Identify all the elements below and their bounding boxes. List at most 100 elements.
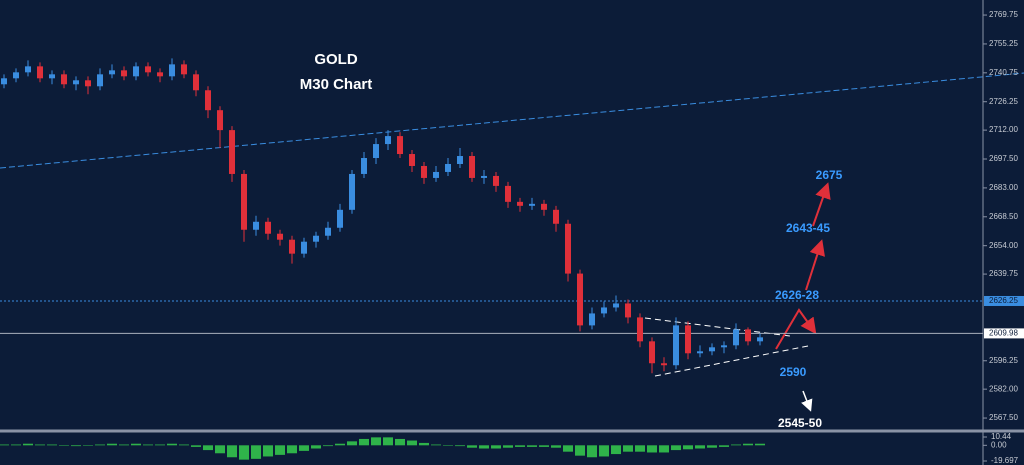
candle-body xyxy=(25,66,31,73)
histogram-bar xyxy=(443,445,453,446)
histogram-bar xyxy=(59,445,69,446)
histogram-bar xyxy=(575,445,585,456)
candle-body xyxy=(517,201,523,206)
candle-body xyxy=(109,70,115,75)
histogram-bar xyxy=(47,444,57,446)
candle-body xyxy=(493,175,499,186)
candle-body xyxy=(49,74,55,79)
histogram-bar xyxy=(71,445,81,447)
candle-body xyxy=(13,72,19,79)
histogram-bar xyxy=(395,438,405,446)
histogram-bar xyxy=(491,445,501,449)
candle-body xyxy=(685,325,691,354)
price-label: 2609.98 xyxy=(989,329,1018,338)
annotation: 2545-50 xyxy=(778,416,822,430)
candle-body xyxy=(37,66,43,79)
y-tick-label: 2697.50 xyxy=(989,154,1018,163)
histogram-bar xyxy=(455,445,465,447)
histogram-bar xyxy=(131,443,141,446)
histogram-bar xyxy=(143,444,153,446)
candle-body xyxy=(337,209,343,228)
histogram-bar xyxy=(683,445,693,450)
histogram-bar xyxy=(275,445,285,455)
chart-title: GOLD xyxy=(314,51,357,68)
candle-body xyxy=(301,241,307,254)
candle-body xyxy=(589,313,595,326)
candle-body xyxy=(397,136,403,155)
histogram-bar xyxy=(239,445,249,460)
y-tick-label: 2712.00 xyxy=(989,125,1018,134)
candle-body xyxy=(433,171,439,178)
annotation: 2675 xyxy=(816,168,843,182)
histogram-bar xyxy=(587,445,597,458)
histogram-bar xyxy=(155,444,165,446)
candle-body xyxy=(457,156,463,164)
arrow xyxy=(812,182,831,227)
candle-body xyxy=(469,156,475,178)
histogram-bar xyxy=(311,445,321,449)
candle-body xyxy=(661,363,667,366)
candle-body xyxy=(97,74,103,87)
candle-body xyxy=(529,203,535,206)
histogram-bar xyxy=(83,445,93,446)
histogram-bar xyxy=(335,443,345,446)
histogram-bar xyxy=(263,445,273,457)
histogram-bar xyxy=(539,445,549,447)
y-tick-label: 2668.50 xyxy=(989,212,1018,221)
candle-body xyxy=(601,307,607,314)
histogram-bar xyxy=(167,443,177,446)
histogram-bar xyxy=(431,444,441,446)
candle-body xyxy=(217,110,223,131)
histogram-bar xyxy=(371,437,381,446)
histogram-bar xyxy=(287,445,297,454)
candle-body xyxy=(253,221,259,230)
histogram-bar xyxy=(743,443,753,446)
candle-body xyxy=(409,154,415,166)
y-tick-label: 0.00 xyxy=(991,440,1007,449)
histogram-bar xyxy=(11,444,21,446)
candle-body xyxy=(1,78,7,85)
candle-body xyxy=(625,303,631,318)
histogram-bar xyxy=(635,445,645,452)
arrow xyxy=(801,390,813,412)
histogram-bar xyxy=(251,445,261,459)
candle-body xyxy=(73,80,79,85)
candle-body xyxy=(745,329,751,342)
y-tick-label: 2567.50 xyxy=(989,413,1018,422)
candle-body xyxy=(541,203,547,210)
candle-body xyxy=(733,329,739,346)
histogram-bar xyxy=(755,443,765,446)
y-tick-label: 2769.75 xyxy=(989,10,1018,19)
candle-body xyxy=(373,144,379,159)
histogram-bar xyxy=(407,440,417,446)
histogram-bar xyxy=(179,444,189,446)
candle-body xyxy=(709,347,715,352)
histogram-bar xyxy=(359,438,369,446)
y-tick-label: 2683.00 xyxy=(989,183,1018,192)
candle-body xyxy=(133,66,139,77)
chart-subtitle: M30 Chart xyxy=(300,76,373,93)
candle-body xyxy=(157,72,163,77)
histogram-bar xyxy=(479,445,489,449)
price-label-box xyxy=(984,295,1024,306)
histogram-bar xyxy=(0,444,9,446)
candle-body xyxy=(637,317,643,342)
candle-body xyxy=(289,239,295,254)
candle-body xyxy=(205,90,211,111)
candle-body xyxy=(673,325,679,366)
histogram-bar xyxy=(227,445,237,458)
histogram-bar xyxy=(95,444,105,446)
candle-body xyxy=(613,303,619,308)
histogram-bar xyxy=(731,444,741,446)
histogram-bar xyxy=(347,441,357,446)
candle-body xyxy=(265,221,271,234)
y-tick-label: 2582.00 xyxy=(989,384,1018,393)
histogram-bar xyxy=(647,445,657,453)
candle-body xyxy=(325,227,331,236)
candle-body xyxy=(445,163,451,172)
histogram-bar xyxy=(623,445,633,452)
candle-body xyxy=(757,337,763,342)
y-tick-label: 2654.00 xyxy=(989,241,1018,250)
